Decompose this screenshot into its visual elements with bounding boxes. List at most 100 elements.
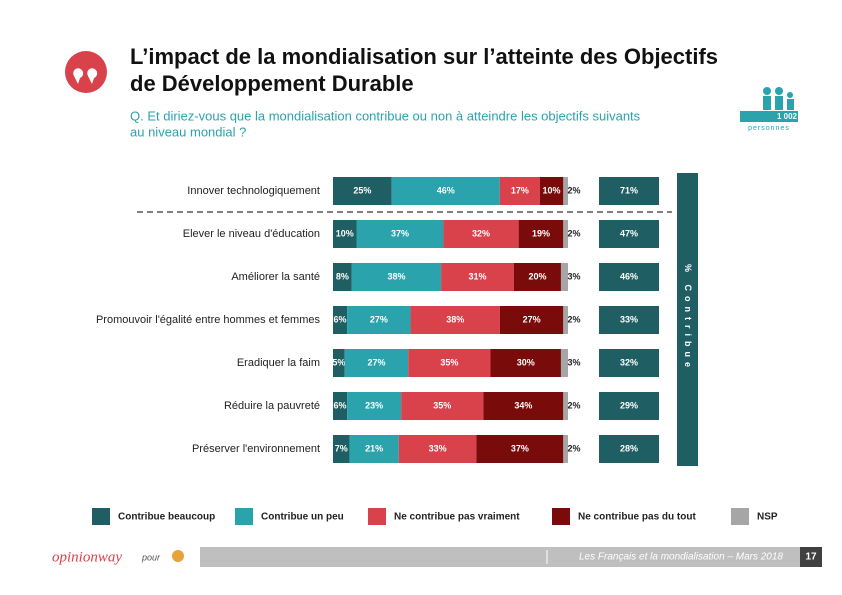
- bar-segment: [560, 263, 568, 291]
- bar-segment: [563, 392, 568, 420]
- value-label: 20%: [528, 271, 546, 281]
- sample-badge: [740, 111, 798, 122]
- footer-brand: opinionway: [52, 549, 122, 565]
- bar-segment: [563, 220, 568, 248]
- value-label: 27%: [367, 357, 385, 367]
- value-label: 25%: [353, 185, 371, 195]
- legend-label: Contribue un peu: [261, 512, 344, 523]
- value-label: 8%: [336, 271, 349, 281]
- bar-segment: [408, 349, 491, 377]
- title-line: L’impact de la mondialisation sur l’atte…: [130, 44, 718, 69]
- bar-segment: [476, 435, 564, 463]
- footer-source: Les Français et la mondialisation – Mars…: [579, 552, 783, 563]
- value-label: 35%: [440, 357, 458, 367]
- value-label: 38%: [387, 271, 405, 281]
- value-label: 7%: [335, 443, 348, 453]
- total-label: 71%: [620, 185, 638, 195]
- category-label: Innover technologiquement: [187, 185, 320, 197]
- category-label: Réduire la pauvreté: [224, 400, 320, 412]
- value-label: 19%: [532, 228, 550, 238]
- bar-segment: [499, 177, 540, 205]
- total-box: [599, 263, 659, 291]
- value-label: 10%: [543, 185, 561, 195]
- totals-title: % Contribue: [683, 264, 693, 372]
- bar-segment: [398, 435, 477, 463]
- totals-header: [677, 173, 698, 466]
- total-label: 47%: [620, 228, 638, 238]
- category-label: Eradiquer la faim: [237, 357, 320, 369]
- value-label: 10%: [336, 228, 354, 238]
- value-label: 30%: [517, 357, 535, 367]
- value-label: 31%: [469, 271, 487, 281]
- value-label: 37%: [391, 228, 409, 238]
- bar-segment: [443, 220, 519, 248]
- bar-segment: [333, 306, 348, 334]
- value-label: 32%: [472, 228, 490, 238]
- value-label: 23%: [365, 400, 383, 410]
- footer-partner-logo: [172, 550, 184, 562]
- footer-logo-bg: [40, 547, 200, 567]
- bar-segment: [560, 349, 568, 377]
- bar-segment: [333, 220, 357, 248]
- legend-label: Contribue beaucoup: [118, 512, 215, 523]
- value-label: 21%: [365, 443, 383, 453]
- legend-swatch: [92, 508, 110, 525]
- bar-segment: [333, 435, 350, 463]
- title-line: de Développement Durable: [130, 71, 414, 96]
- bar-segment: [490, 349, 561, 377]
- value-label: 3%: [567, 271, 580, 281]
- value-label: 35%: [433, 400, 451, 410]
- bar-segment: [349, 435, 399, 463]
- bar-segment: [483, 392, 564, 420]
- bar-segment: [356, 220, 444, 248]
- legend-swatch: [731, 508, 749, 525]
- legend-label: Ne contribue pas vraiment: [394, 512, 520, 523]
- bar-segment: [333, 349, 345, 377]
- category-label: Préserver l'environnement: [192, 443, 320, 455]
- total-label: 29%: [620, 400, 638, 410]
- value-label: 46%: [437, 185, 455, 195]
- total-box: [599, 306, 659, 334]
- bar-segment: [518, 220, 564, 248]
- sample-count: 1 002: [777, 112, 798, 121]
- bar-segment: [333, 392, 348, 420]
- bar-segment: [539, 177, 564, 205]
- value-label: 37%: [511, 443, 529, 453]
- value-label: 6%: [334, 400, 347, 410]
- bar-segment: [333, 263, 352, 291]
- value-label: 2%: [567, 185, 580, 195]
- value-label: 33%: [429, 443, 447, 453]
- total-label: 32%: [620, 357, 638, 367]
- value-label: 2%: [567, 228, 580, 238]
- value-label: 34%: [514, 400, 532, 410]
- legend-swatch: [235, 508, 253, 525]
- page-badge: [800, 547, 822, 567]
- total-box: [599, 220, 659, 248]
- total-label: 46%: [620, 271, 638, 281]
- bar-segment: [563, 306, 568, 334]
- category-label: Promouvoir l'égalité entre hommes et fem…: [96, 314, 321, 326]
- total-box: [599, 392, 659, 420]
- bar-segment: [563, 435, 568, 463]
- footer-for: pour: [141, 552, 161, 562]
- bar-segment: [344, 349, 409, 377]
- people-icon: [763, 87, 794, 110]
- legend-swatch: [552, 508, 570, 525]
- category-label: Améliorer la santé: [231, 271, 320, 283]
- sample-unit: personnes: [748, 125, 790, 132]
- value-label: 38%: [446, 314, 464, 324]
- category-label: Elever le niveau d'éducation: [183, 228, 320, 240]
- total-label: 33%: [620, 314, 638, 324]
- bar-segment: [410, 306, 500, 334]
- value-label: 5%: [332, 357, 345, 367]
- value-label: 6%: [334, 314, 347, 324]
- bar-segment: [441, 263, 514, 291]
- quote-mark: [73, 68, 98, 84]
- value-label: 2%: [567, 314, 580, 324]
- value-label: 2%: [567, 400, 580, 410]
- subtitle-line: au niveau mondial ?: [130, 124, 246, 139]
- legend-label: NSP: [757, 512, 778, 523]
- bar-segment: [351, 263, 442, 291]
